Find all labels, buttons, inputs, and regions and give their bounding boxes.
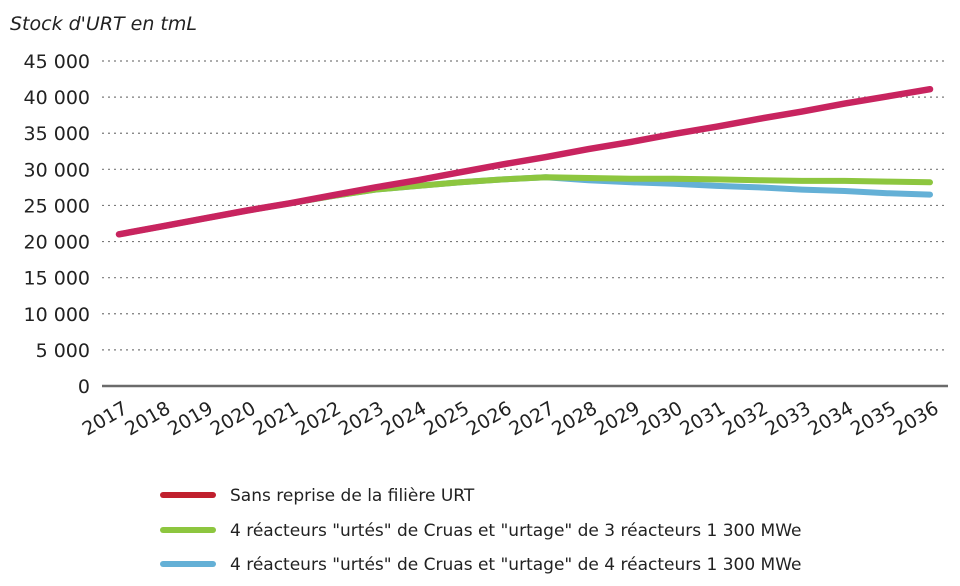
y-tick-label: 5 000 — [36, 340, 90, 362]
x-tick-label: 2022 — [292, 397, 345, 440]
y-tick-label: 15 000 — [24, 268, 90, 290]
x-tick-label: 2026 — [463, 397, 516, 440]
y-tick-label: 0 — [78, 376, 90, 398]
x-tick-label: 2035 — [847, 397, 900, 440]
x-tick-labels: 2017201820192020202120222023202420252026… — [79, 397, 943, 440]
y-tick-label: 25 000 — [24, 195, 90, 217]
series-line-1 — [115, 85, 934, 238]
y-tick-label: 35 000 — [24, 123, 90, 145]
x-tick-label: 2033 — [762, 397, 815, 440]
x-tick-label: 2031 — [676, 397, 729, 440]
x-tick-label: 2021 — [249, 397, 302, 440]
grid — [102, 60, 948, 388]
y-tick-label: 30 000 — [24, 159, 90, 181]
y-tick-label: 20 000 — [24, 232, 90, 254]
x-tick-label: 2036 — [890, 397, 943, 440]
x-tick-label: 2027 — [505, 397, 558, 440]
y-tick-label: 10 000 — [24, 304, 90, 326]
legend-label-3: 4 réacteurs "urtés" de Cruas et "urtage"… — [230, 555, 802, 575]
x-tick-label: 2025 — [420, 397, 473, 440]
x-tick-label: 2030 — [634, 397, 687, 440]
legend-label-1: Sans reprise de la filière URT — [230, 486, 475, 506]
x-tick-label: 2029 — [591, 397, 644, 440]
x-tick-label: 2017 — [79, 397, 132, 440]
legend: Sans reprise de la filière URT 4 réacteur… — [160, 486, 802, 575]
y-tick-label: 45 000 — [24, 51, 90, 73]
x-tick-label: 2018 — [121, 397, 174, 440]
y-tick-labels: 0 5 000 10 000 15 000 20 000 25 000 30 000 35 0… — [24, 51, 90, 398]
x-tick-label: 2020 — [207, 397, 260, 440]
y-axis-label: Stock d'URT en tmL — [10, 13, 197, 35]
legend-label-2: 4 réacteurs "urtés" de Cruas et "urtage"… — [230, 521, 802, 541]
x-tick-label: 2023 — [335, 397, 388, 440]
series-lines — [115, 85, 934, 238]
x-tick-label: 2019 — [164, 397, 217, 440]
x-tick-label: 2032 — [719, 397, 772, 440]
x-tick-label: 2028 — [548, 397, 601, 440]
x-tick-label: 2034 — [804, 397, 857, 440]
y-tick-label: 40 000 — [24, 87, 90, 109]
x-tick-label: 2024 — [377, 397, 430, 440]
